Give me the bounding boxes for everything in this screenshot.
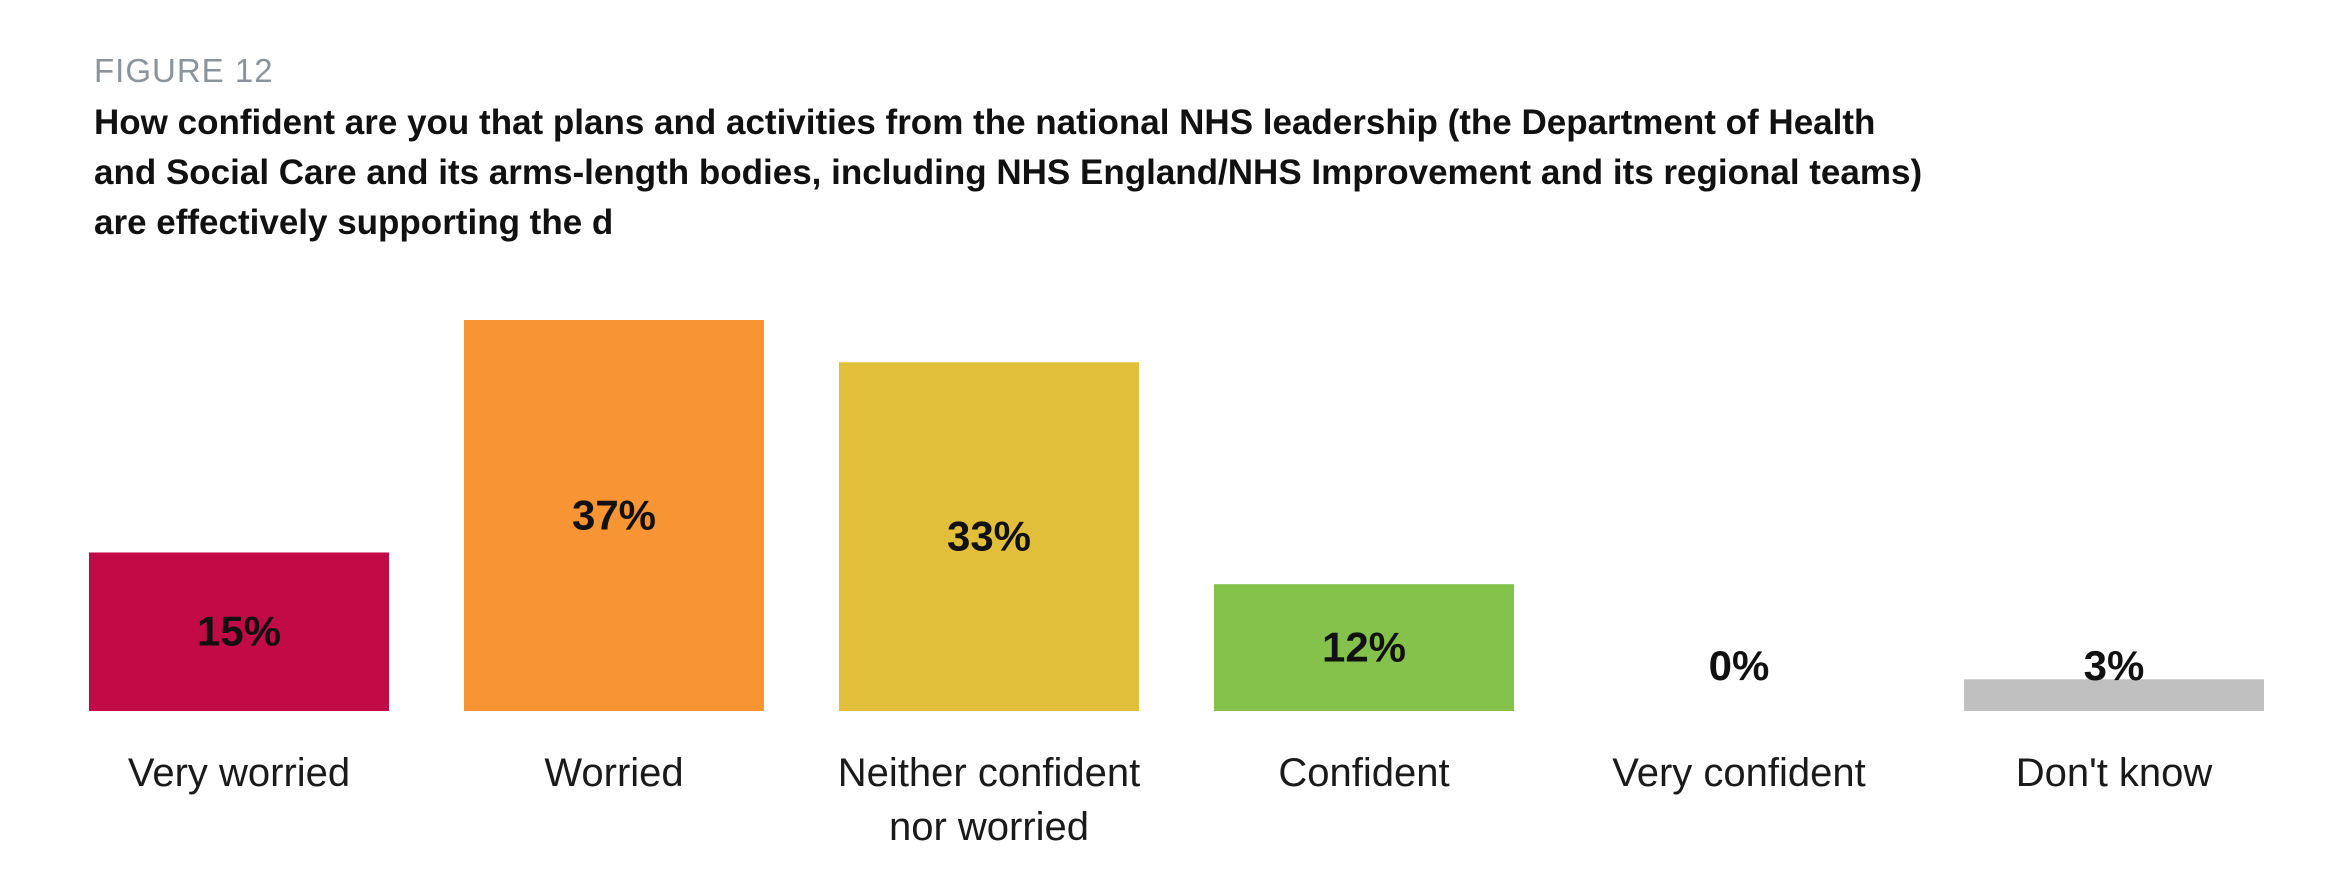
value-label-1: 37%	[572, 492, 656, 539]
category-label-4: Very confident	[1612, 751, 1866, 795]
category-label-5: Don't know	[2016, 751, 2213, 795]
category-label-3: Confident	[1278, 751, 1449, 795]
bar-1	[464, 320, 764, 711]
figure-label: FIGURE 12	[94, 52, 274, 89]
bar-0	[89, 552, 389, 711]
value-label-3: 12%	[1322, 624, 1406, 671]
bar-5	[1964, 679, 2264, 711]
category-label-0: Very worried	[128, 751, 350, 795]
bar-2	[839, 362, 1139, 711]
value-label-0: 15%	[197, 608, 281, 655]
category-label-1: Worried	[544, 751, 683, 795]
value-label-4: 0%	[1709, 642, 1770, 689]
value-label-5: 3%	[2084, 642, 2145, 689]
category-label-2: Neither confident nor worried	[838, 751, 1140, 849]
bar-3	[1214, 584, 1514, 711]
value-label-2: 33%	[947, 513, 1031, 560]
chart-title: How confident are you that plans and act…	[94, 103, 1923, 242]
